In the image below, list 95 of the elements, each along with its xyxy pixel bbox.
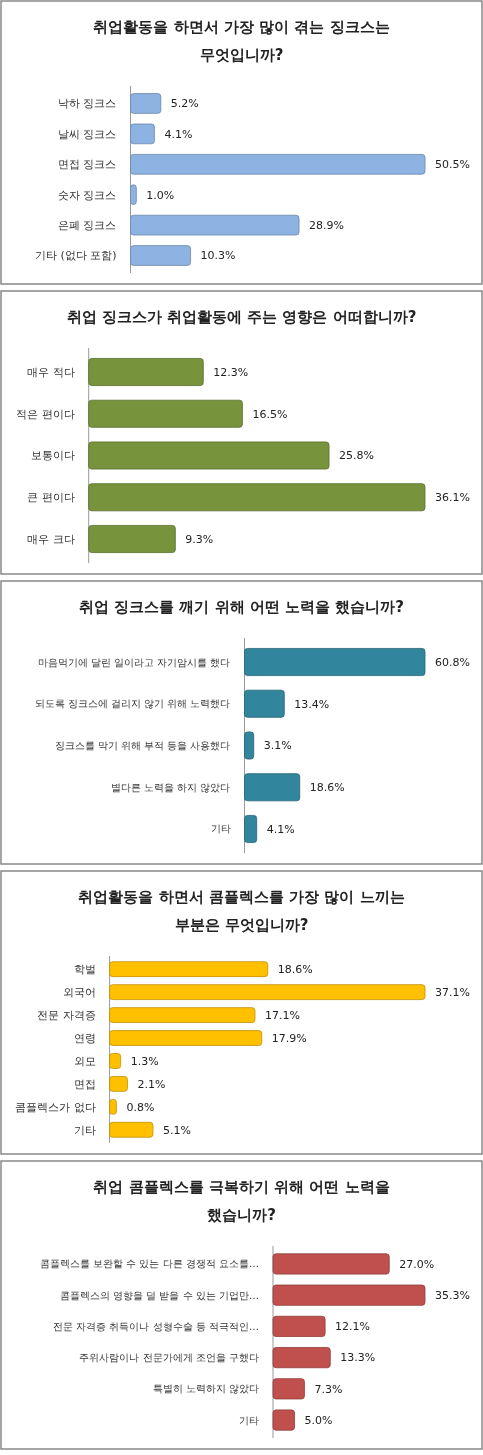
bar	[130, 123, 155, 145]
bar	[109, 961, 269, 978]
data-label: 60.8%	[435, 655, 470, 669]
data-label: 27.0%	[399, 1257, 435, 1271]
y-tick-label: 콤플렉스를 보완할 수 있는 다른 경쟁적 요소를…	[39, 1258, 259, 1270]
y-tick-label: 큰 편이다	[27, 491, 75, 505]
data-label: 0.8%	[126, 1100, 155, 1114]
bar	[109, 1053, 122, 1069]
data-label: 10.3%	[200, 249, 236, 263]
data-label: 16.5%	[252, 407, 288, 421]
data-label: 1.0%	[146, 188, 175, 202]
y-tick-label: 전문 자격증	[37, 1008, 96, 1022]
data-label: 13.3%	[340, 1351, 376, 1365]
chart-title: 취업활동을 하면서 가장 많이 겪는 징크스는 무엇입니까?	[93, 18, 390, 64]
bar	[244, 648, 426, 676]
y-tick-label: 보통이다	[30, 449, 75, 463]
y-tick-label: 징크스를 막기 위해 부적 등을 사용했다	[54, 740, 231, 751]
y-tick-label: 적은 편이다	[16, 407, 75, 421]
y-tick-label: 외모	[73, 1054, 96, 1068]
bar	[88, 525, 176, 553]
data-label: 7.3%	[314, 1382, 343, 1396]
chart-title: 취업 콤플렉스를 극복하기 위해 어떤 노력을 했습니까?	[93, 1178, 390, 1224]
data-label: 17.1%	[264, 1008, 300, 1022]
y-tick-label: 면접 징크스	[58, 158, 117, 172]
y-tick-label: 콤플렉스의 영향을 덜 받을 수 있는 기업만…	[59, 1289, 259, 1301]
data-label: 28.9%	[309, 218, 344, 232]
data-label: 2.1%	[137, 1077, 166, 1091]
bar	[109, 1121, 154, 1138]
y-tick-label: 연령	[73, 1031, 96, 1045]
data-label: 25.8%	[339, 449, 374, 463]
data-label: 1.3%	[130, 1054, 159, 1068]
y-tick-label: 기타 (없다 포함)	[34, 249, 117, 263]
bar	[109, 1099, 117, 1115]
y-tick-label: 낙하 징크스	[58, 97, 117, 111]
y-tick-label: 주위사람이나 전문가에게 조언을 구했다	[79, 1352, 259, 1364]
chart-title: 취업 징크스를 깨기 위해 어떤 노력을 했습니까?	[78, 598, 405, 616]
bar	[130, 214, 300, 236]
y-tick-label: 기타	[239, 1414, 259, 1426]
bar	[272, 1409, 295, 1431]
bar	[244, 815, 258, 843]
bar	[109, 984, 426, 1000]
chart-title: 취업활동을 하면서 콤플렉스를 가장 많이 느끼는 부분은 무엇입니까?	[78, 888, 405, 934]
y-tick-label: 은폐 징크스	[58, 218, 117, 232]
y-tick-label: 외국어	[62, 985, 96, 999]
bar	[130, 245, 191, 266]
data-label: 5.2%	[170, 97, 199, 111]
bar	[130, 154, 426, 175]
bar	[109, 1007, 256, 1023]
bar	[109, 1030, 263, 1046]
y-tick-label: 특별히 노력하지 않았다	[152, 1383, 259, 1395]
bar	[130, 93, 162, 114]
chart-title: 취업 징크스가 취업활동에 주는 영향은 어떠합니까?	[66, 308, 417, 326]
data-label: 50.5%	[435, 158, 470, 172]
data-label: 18.6%	[309, 781, 345, 795]
y-tick-label: 면접	[73, 1077, 96, 1091]
y-tick-label: 전문 자격증 취득이나 성형수술 등 적극적인…	[53, 1320, 259, 1332]
bar	[88, 358, 204, 386]
bar	[88, 441, 330, 470]
data-label: 36.1%	[435, 491, 470, 505]
data-label: 37.1%	[435, 985, 470, 999]
y-tick-label: 매우 적다	[27, 365, 75, 379]
bar	[272, 1253, 390, 1275]
bar	[244, 773, 301, 802]
data-label: 3.1%	[263, 739, 292, 753]
data-label: 4.1%	[164, 127, 193, 141]
data-label: 17.9%	[271, 1031, 307, 1045]
data-label: 13.4%	[294, 697, 330, 711]
bar	[272, 1315, 326, 1337]
y-tick-label: 마음먹기에 달린 일이라고 자기암시를 했다	[37, 656, 231, 668]
bar	[88, 483, 426, 512]
y-tick-label: 매우 크다	[27, 532, 75, 546]
bar	[272, 1378, 305, 1400]
y-tick-label: 날씨 징크스	[58, 127, 117, 141]
y-tick-label: 기타	[73, 1123, 96, 1137]
y-tick-label: 되도록 징크스에 걸리지 않기 위해 노력했다	[34, 698, 231, 710]
data-label: 12.3%	[213, 365, 249, 379]
y-tick-label: 숫자 징크스	[58, 188, 117, 202]
bar	[272, 1284, 426, 1306]
y-tick-label: 콤플렉스가 없다	[15, 1100, 96, 1114]
bar	[88, 399, 243, 428]
data-label: 12.1%	[335, 1320, 371, 1334]
bar	[244, 731, 255, 760]
data-label: 4.1%	[266, 822, 295, 836]
y-tick-label: 학벌	[73, 963, 96, 977]
y-tick-label: 별다른 노력을 하지 않았다	[110, 781, 231, 793]
bar	[272, 1347, 331, 1369]
data-label: 5.1%	[162, 1123, 191, 1137]
bar	[244, 689, 285, 718]
data-label: 18.6%	[277, 963, 313, 977]
data-label: 35.3%	[435, 1289, 470, 1303]
data-label: 9.3%	[185, 532, 214, 546]
y-tick-label: 기타	[210, 823, 231, 835]
bar	[109, 1076, 128, 1092]
bar	[130, 184, 137, 205]
data-label: 5.0%	[304, 1413, 333, 1427]
